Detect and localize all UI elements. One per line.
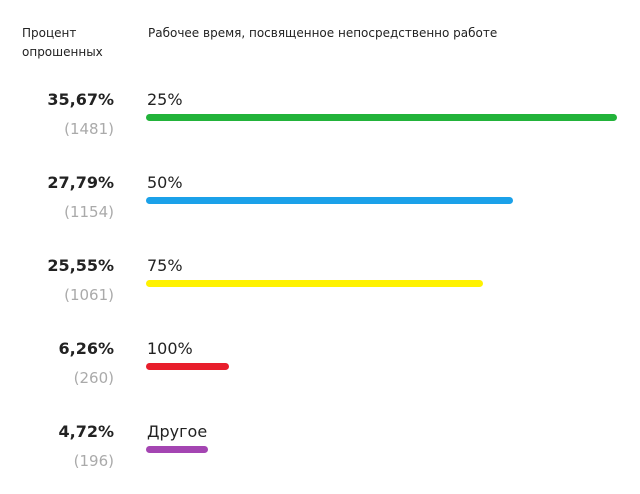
count-label: (260)	[73, 369, 114, 387]
bar	[146, 114, 617, 121]
value-header: Процент опрошенных	[22, 26, 103, 59]
count-label: (196)	[73, 452, 114, 470]
category-label: 25%	[147, 90, 183, 109]
category-header: Рабочее время, посвященное непосредствен…	[148, 26, 498, 40]
value-label: 4,72%	[58, 422, 114, 441]
value-label: 25,55%	[47, 256, 114, 275]
count-label: (1154)	[64, 203, 114, 221]
bar	[146, 280, 484, 287]
bar	[146, 446, 209, 453]
category-label: Другое	[147, 422, 208, 441]
category-label: 50%	[147, 173, 183, 192]
value-label: 35,67%	[47, 90, 114, 109]
count-label: (1481)	[64, 120, 114, 138]
count-label: (1061)	[64, 286, 114, 304]
bar	[146, 363, 229, 370]
category-label: 100%	[147, 339, 193, 358]
category-label: 75%	[147, 256, 183, 275]
value-label: 6,26%	[58, 339, 114, 358]
bar	[146, 197, 513, 204]
value-label: 27,79%	[47, 173, 114, 192]
